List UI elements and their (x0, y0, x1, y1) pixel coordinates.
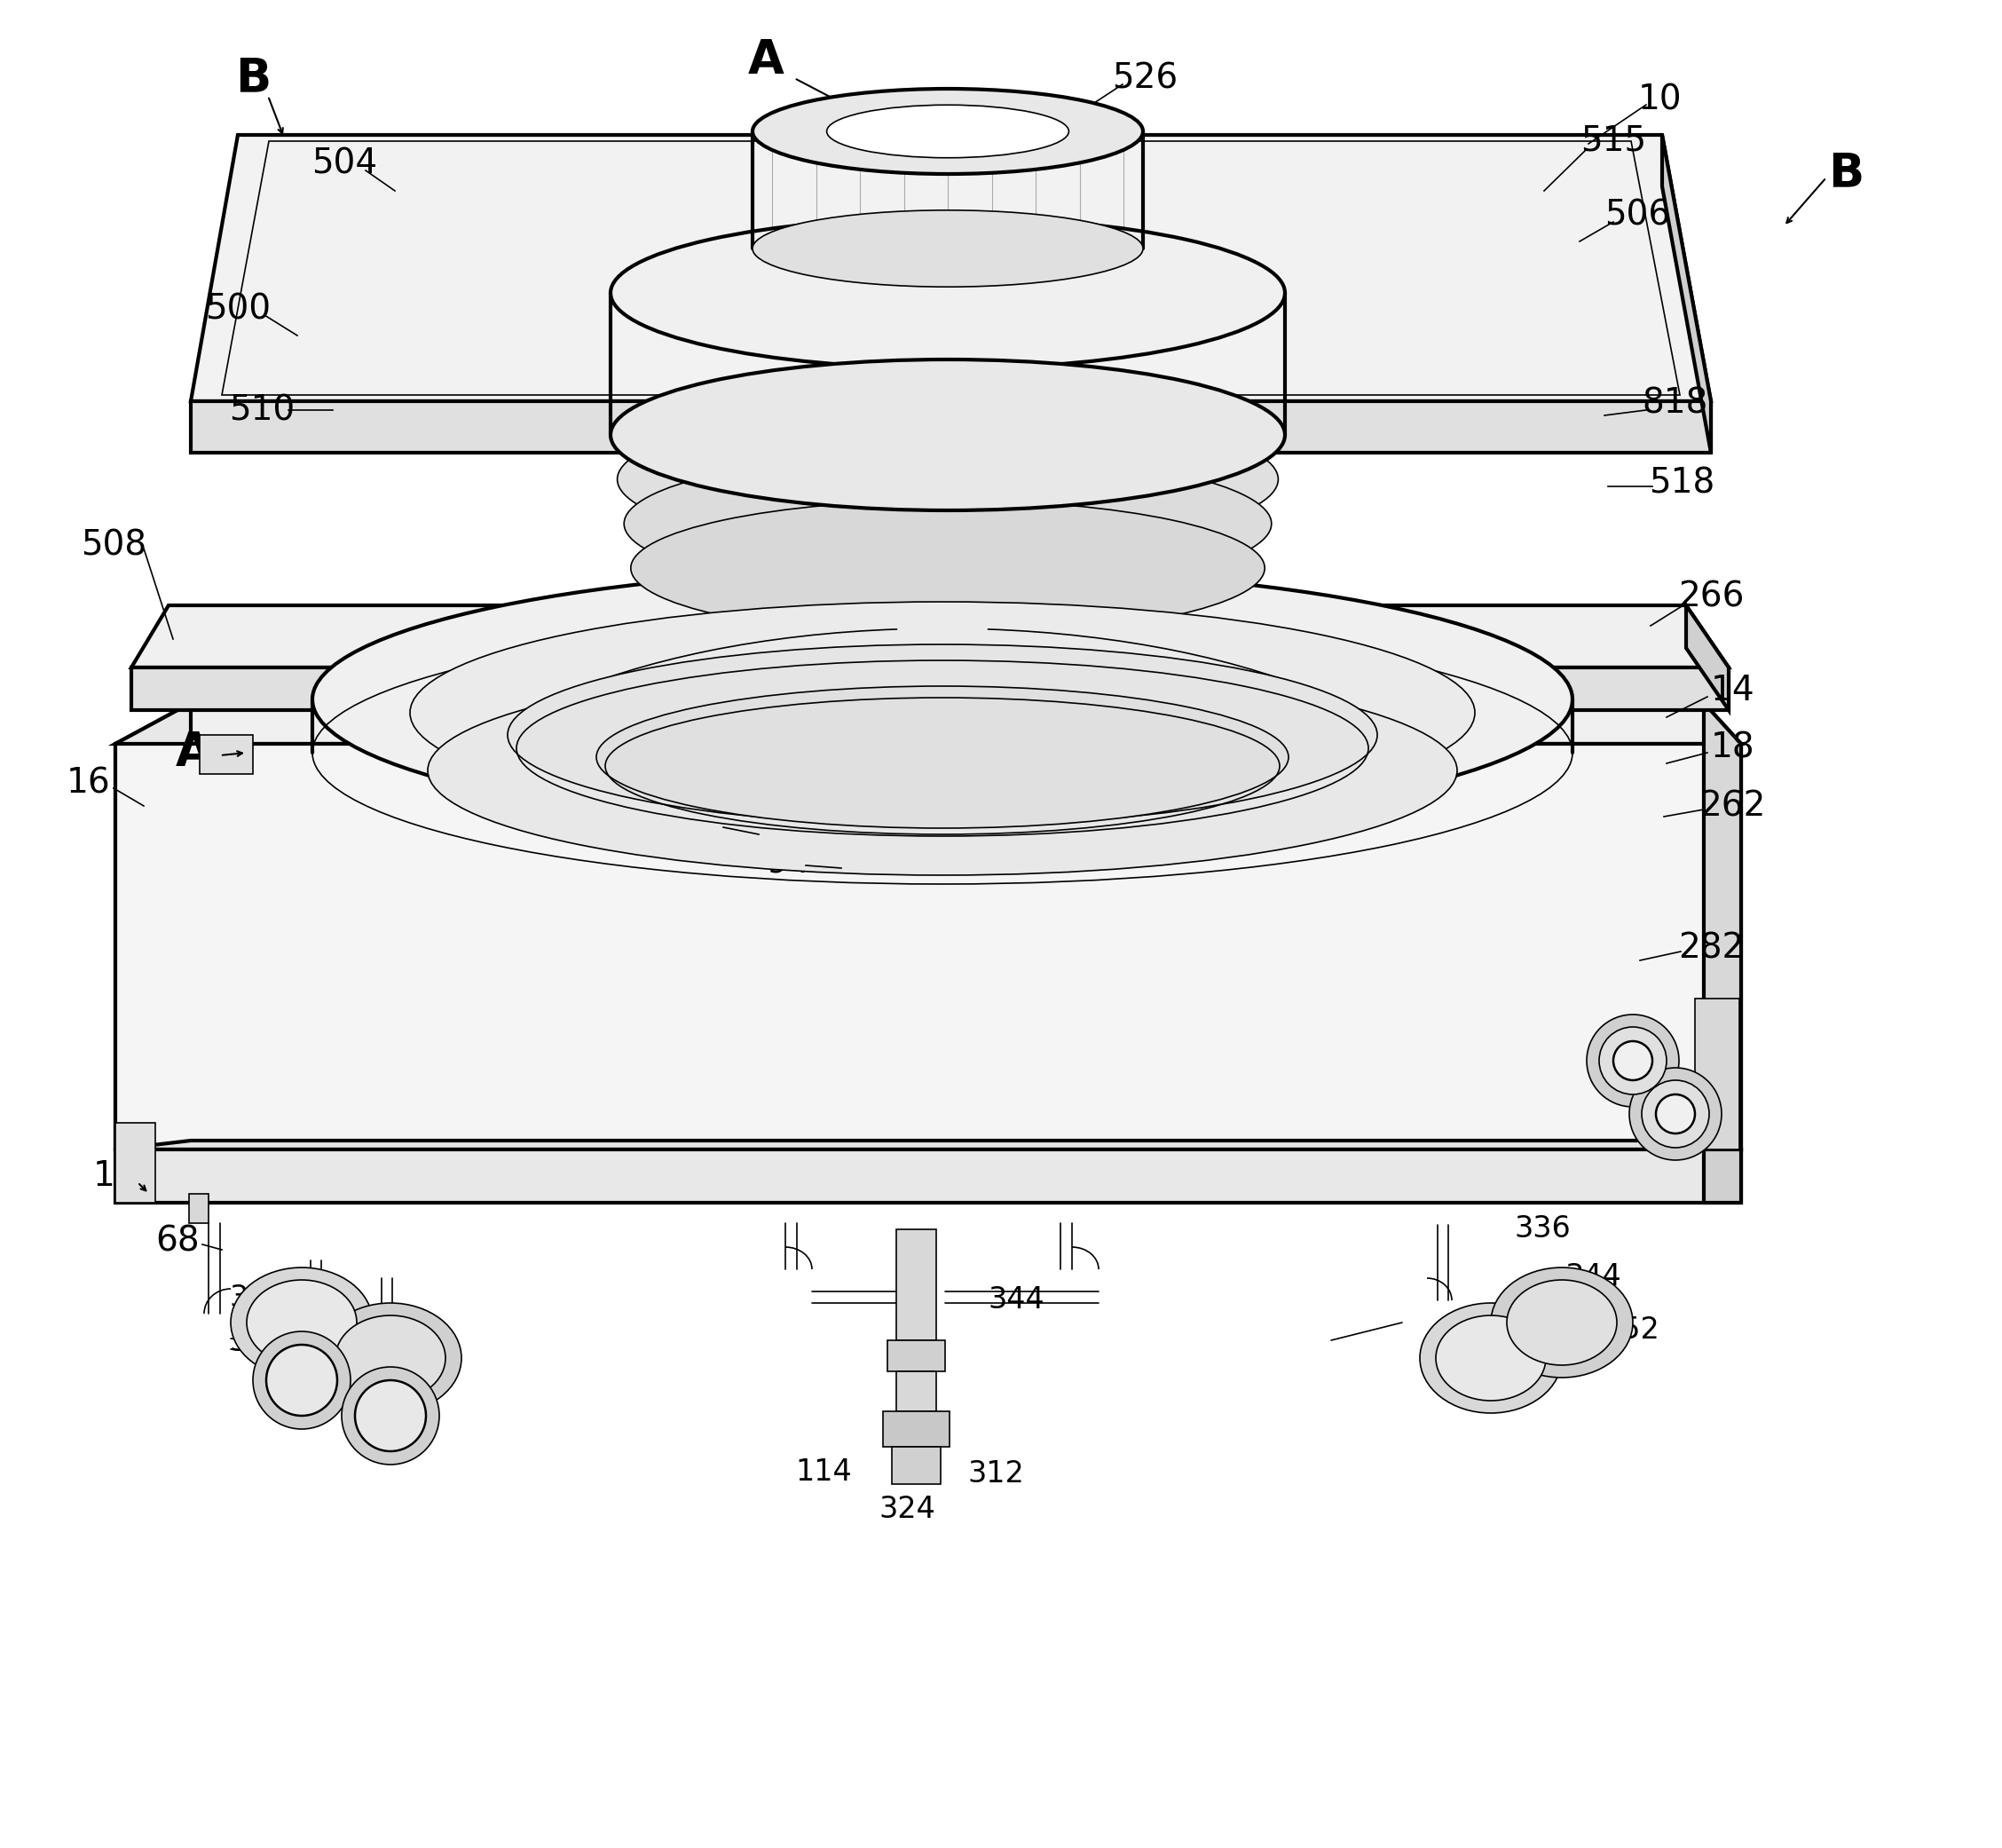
Ellipse shape (1491, 1268, 1634, 1377)
Text: 266: 266 (1678, 580, 1744, 614)
Polygon shape (188, 1194, 208, 1223)
Ellipse shape (354, 1380, 426, 1451)
Polygon shape (190, 135, 1712, 401)
Polygon shape (1704, 1149, 1742, 1203)
Ellipse shape (320, 1303, 460, 1414)
Text: B: B (234, 55, 270, 102)
Polygon shape (1696, 998, 1740, 1149)
Text: 344: 344 (1566, 1262, 1622, 1292)
Polygon shape (132, 667, 1728, 710)
Ellipse shape (1588, 1015, 1680, 1107)
Ellipse shape (1419, 1303, 1562, 1414)
Text: 508: 508 (80, 529, 146, 564)
Ellipse shape (509, 645, 1377, 826)
Ellipse shape (342, 1368, 438, 1465)
Ellipse shape (611, 360, 1285, 510)
Polygon shape (116, 702, 1742, 743)
Ellipse shape (266, 1345, 336, 1416)
Text: 68: 68 (156, 1223, 200, 1258)
Ellipse shape (252, 1331, 350, 1429)
Polygon shape (883, 1412, 949, 1447)
Text: 510: 510 (228, 394, 294, 427)
Text: 515: 515 (1580, 124, 1646, 157)
Text: 526: 526 (1111, 61, 1177, 94)
Polygon shape (116, 1149, 1742, 1203)
Ellipse shape (428, 665, 1457, 876)
Ellipse shape (312, 567, 1572, 832)
Text: 336: 336 (396, 1351, 452, 1380)
Ellipse shape (1656, 1094, 1696, 1133)
Text: 10: 10 (1638, 83, 1682, 116)
Ellipse shape (336, 1316, 446, 1401)
Ellipse shape (753, 211, 1143, 286)
Text: 518: 518 (1650, 468, 1714, 501)
Polygon shape (116, 743, 1742, 1149)
Ellipse shape (1642, 1081, 1710, 1148)
Ellipse shape (827, 105, 1069, 157)
Text: 344: 344 (987, 1286, 1045, 1316)
Polygon shape (116, 702, 190, 1149)
Ellipse shape (410, 602, 1475, 824)
Ellipse shape (1600, 1027, 1666, 1094)
Text: 324: 324 (879, 1495, 935, 1523)
Ellipse shape (597, 686, 1289, 828)
Ellipse shape (1435, 1316, 1546, 1401)
Polygon shape (116, 1124, 156, 1203)
Text: 18: 18 (1710, 730, 1754, 765)
Ellipse shape (631, 501, 1265, 636)
Polygon shape (116, 1140, 1742, 1149)
Text: 94: 94 (767, 846, 811, 880)
Polygon shape (897, 1371, 937, 1412)
Polygon shape (897, 1229, 937, 1340)
Text: 14: 14 (1710, 675, 1754, 708)
Text: 16: 16 (66, 767, 110, 800)
Ellipse shape (1630, 1068, 1722, 1161)
Polygon shape (132, 606, 1728, 667)
Text: 114: 114 (795, 1456, 851, 1486)
Polygon shape (200, 736, 252, 774)
Text: 556: 556 (667, 808, 733, 841)
Text: 312: 312 (967, 1458, 1023, 1488)
Polygon shape (190, 401, 1712, 453)
Ellipse shape (611, 218, 1285, 368)
Polygon shape (887, 1340, 945, 1371)
Polygon shape (1686, 606, 1728, 710)
Text: 500: 500 (204, 292, 270, 325)
Ellipse shape (1508, 1281, 1618, 1366)
Text: 504: 504 (312, 148, 376, 181)
Text: 352: 352 (228, 1327, 286, 1356)
Text: 818: 818 (1642, 386, 1708, 421)
Ellipse shape (617, 407, 1277, 553)
Text: 11: 11 (94, 1159, 138, 1194)
Text: 262: 262 (1700, 789, 1766, 822)
Polygon shape (891, 1447, 941, 1484)
Text: 344: 344 (228, 1283, 286, 1312)
Ellipse shape (753, 89, 1143, 174)
Ellipse shape (1614, 1040, 1652, 1081)
Text: B: B (1828, 150, 1864, 196)
Text: 352: 352 (1604, 1316, 1660, 1343)
Text: 506: 506 (1604, 198, 1670, 231)
Polygon shape (1704, 702, 1742, 1149)
Text: A: A (747, 37, 785, 83)
Ellipse shape (625, 453, 1271, 595)
Polygon shape (1662, 135, 1712, 453)
Text: A: A (176, 730, 212, 776)
Ellipse shape (230, 1268, 372, 1377)
Text: 12: 12 (767, 754, 811, 787)
Text: 336: 336 (1514, 1214, 1572, 1244)
Text: 282: 282 (1678, 931, 1744, 965)
Ellipse shape (246, 1281, 356, 1366)
